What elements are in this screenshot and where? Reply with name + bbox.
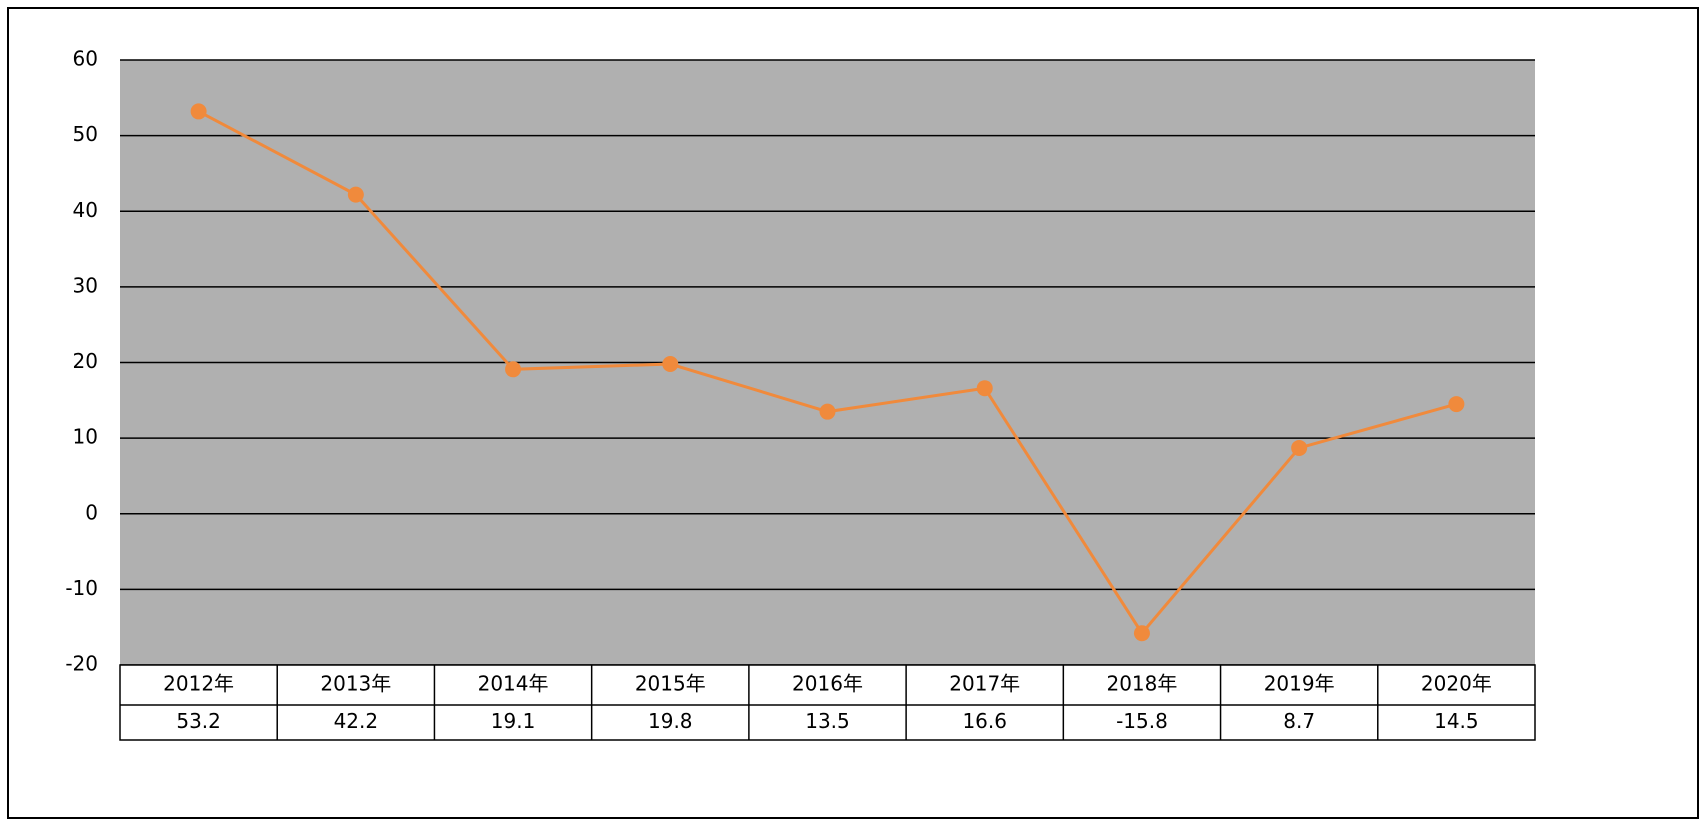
table-value: 8.7 [1283, 709, 1315, 733]
y-tick-label: 10 [73, 425, 98, 449]
marker [190, 103, 207, 120]
marker [1291, 439, 1308, 456]
table-value: -15.8 [1116, 709, 1168, 733]
table-value: 16.6 [962, 709, 1007, 733]
x-tick-label: 2016年 [792, 672, 863, 696]
marker [976, 380, 993, 397]
x-tick-label: 2013年 [320, 672, 391, 696]
x-tick-label: 2019年 [1264, 672, 1335, 696]
table-value: 19.1 [491, 709, 536, 733]
marker [1448, 396, 1465, 413]
x-tick-label: 2015年 [635, 672, 706, 696]
y-tick-label: -20 [65, 652, 98, 676]
table-value: 53.2 [176, 709, 221, 733]
y-tick-label: 0 [85, 500, 98, 524]
marker [662, 356, 679, 373]
table-frame [119, 664, 1536, 741]
x-tick-label: 2020年 [1421, 672, 1492, 696]
table-value: 13.5 [805, 709, 850, 733]
marker [1133, 625, 1150, 642]
table-value: 42.2 [334, 709, 379, 733]
marker [819, 403, 836, 420]
x-tick-label: 2012年 [163, 672, 234, 696]
table-value: 14.5 [1434, 709, 1479, 733]
y-tick-label: -10 [65, 576, 98, 600]
marker [505, 361, 522, 378]
x-tick-label: 2017年 [949, 672, 1020, 696]
y-tick-label: 40 [73, 198, 98, 222]
y-tick-label: 60 [73, 47, 98, 71]
y-tick-label: 20 [73, 349, 98, 373]
table-value: 19.8 [648, 709, 693, 733]
marker [347, 186, 364, 203]
x-tick-label: 2014年 [478, 672, 549, 696]
y-tick-label: 50 [73, 122, 98, 146]
x-tick-label: 2018年 [1106, 672, 1177, 696]
y-tick-label: 30 [73, 273, 98, 297]
